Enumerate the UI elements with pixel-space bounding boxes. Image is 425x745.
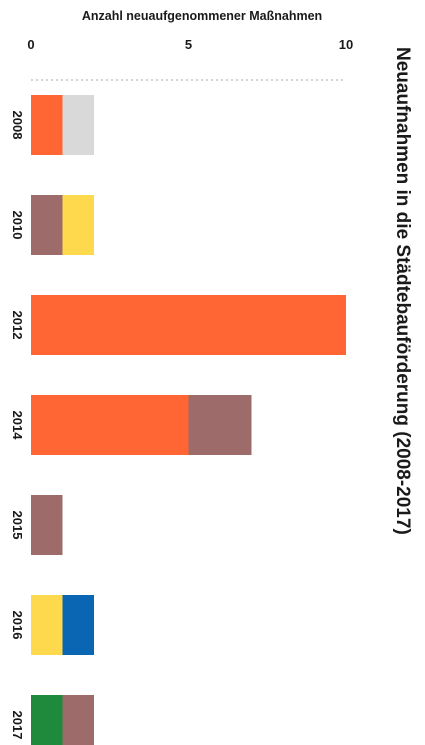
bar-segment-2014-1 xyxy=(31,395,189,455)
category-label-2008: 2008 xyxy=(10,111,25,140)
chart-title: Neuaufnahmen in die Städtebauförderung (… xyxy=(392,47,413,535)
bar-segment-2016-2 xyxy=(62,595,94,655)
category-labels: 2008 2010 2012 2014 2015 2016 2017 xyxy=(10,111,25,740)
value-tick-label: 5 xyxy=(185,37,192,52)
bar-segment-2010-1 xyxy=(31,195,63,255)
category-label-2015: 2015 xyxy=(10,511,25,540)
bar-segment-2012-1 xyxy=(31,295,346,355)
bar-segment-2015-1 xyxy=(31,495,63,555)
bar-segment-2016-1 xyxy=(31,595,63,655)
bar-segment-2014-2 xyxy=(188,395,252,455)
bar-segment-2008-2 xyxy=(62,95,94,155)
value-tick-label: 10 xyxy=(339,37,353,52)
category-label-2014: 2014 xyxy=(10,411,25,441)
category-label-2010: 2010 xyxy=(10,211,25,240)
bar-segment-2010-2 xyxy=(62,195,94,255)
value-tick-label: 0 xyxy=(27,37,34,52)
bar-segment-2008-1 xyxy=(31,95,63,155)
category-label-2017: 2017 xyxy=(10,711,25,740)
bar-segment-2017-2 xyxy=(62,695,94,745)
category-label-2016: 2016 xyxy=(10,611,25,640)
value-axis-title: Anzahl neuaufgenommener Maßnahmen xyxy=(82,9,322,23)
bars-group xyxy=(31,95,346,745)
bar-segment-2017-1 xyxy=(31,695,63,745)
category-label-2012: 2012 xyxy=(10,311,25,340)
value-axis-ticks: 0 5 10 xyxy=(27,37,353,52)
